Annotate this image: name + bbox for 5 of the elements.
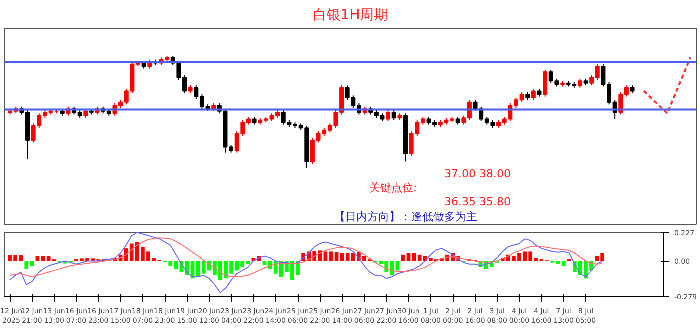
text: 36.35 35.80: [444, 196, 511, 208]
annotation: 37.00 38.00: [444, 168, 511, 180]
text: 关键点位:: [370, 182, 418, 194]
text: 【日内方向】：逢低做多为主: [334, 210, 478, 224]
chart-title: 白银1H周期: [312, 8, 388, 24]
